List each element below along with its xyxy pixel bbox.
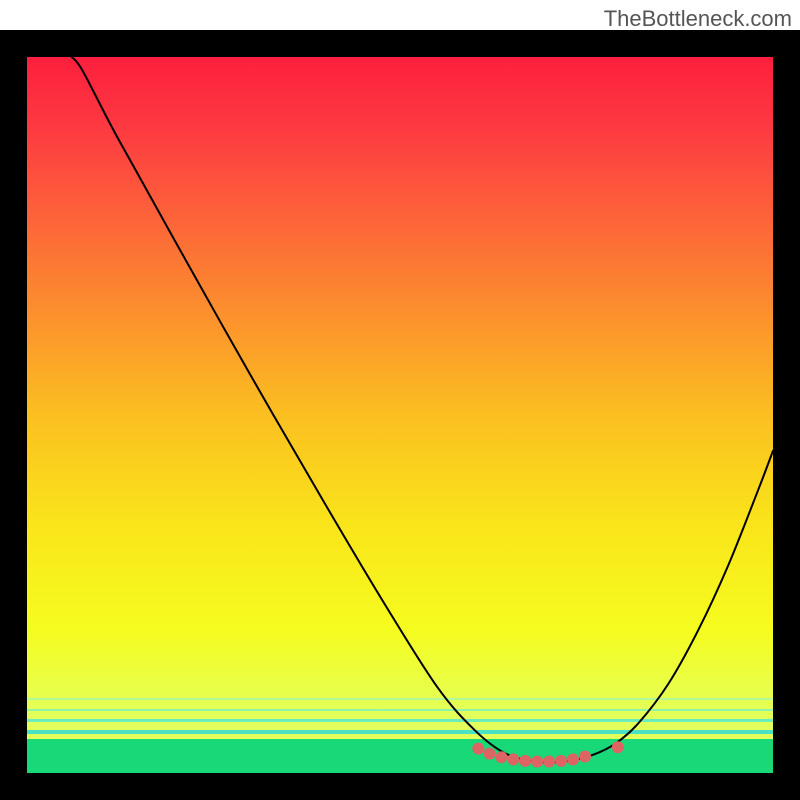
plot-area [27,57,773,773]
marker-point-0 [472,743,484,755]
marker-point-9 [579,751,591,763]
watermark-text: TheBottleneck.com [604,6,792,32]
marker-point-1 [484,748,496,760]
marker-layer [27,57,773,773]
marker-point-4 [519,755,531,767]
marker-point-5 [531,756,543,768]
marker-point-3 [507,753,519,765]
marker-point-6 [543,756,555,768]
marker-point-2 [495,751,507,763]
marker-point-8 [567,753,579,765]
chart-container: { "watermark": { "text": "TheBottleneck.… [0,0,800,800]
marker-points [472,741,624,767]
marker-point-7 [555,755,567,767]
marker-point-10 [612,741,624,753]
